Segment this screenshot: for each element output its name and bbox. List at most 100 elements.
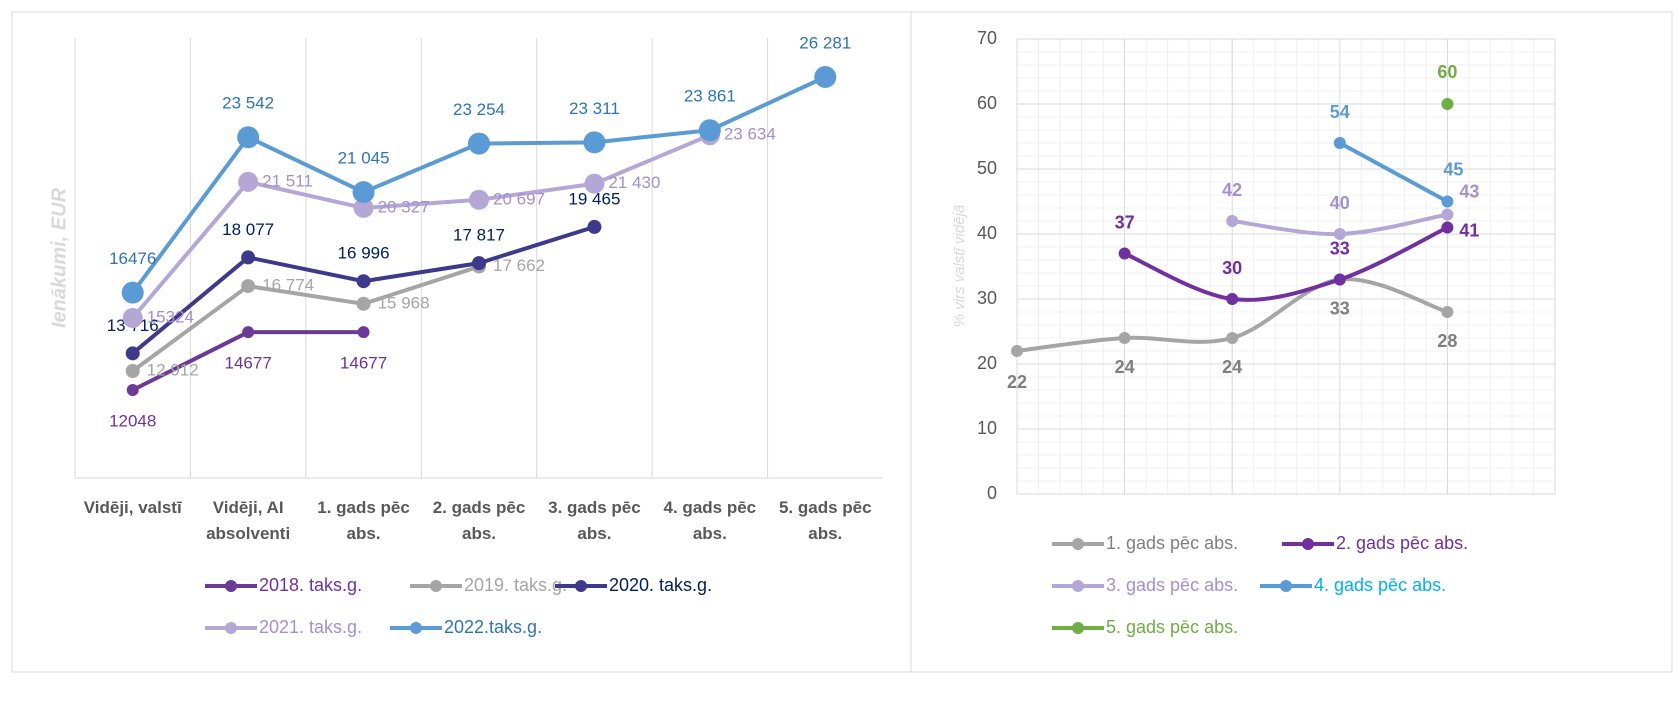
marker <box>125 363 140 378</box>
y-tick-label: 70 <box>977 28 997 48</box>
series-line <box>131 133 711 320</box>
data-label: 14677 <box>340 354 387 373</box>
y-tick-label: 0 <box>987 483 997 503</box>
data-label: 24 <box>1115 357 1135 377</box>
marker <box>125 346 140 361</box>
legend-label: 2021. taks.g. <box>259 617 362 637</box>
data-label: 16476 <box>109 249 156 268</box>
data-label: 21 430 <box>608 173 660 192</box>
data-label: 40 <box>1330 193 1350 213</box>
marker <box>1333 228 1346 240</box>
legend-label: 3. gads pēc abs. <box>1106 575 1238 595</box>
frame <box>11 11 1673 673</box>
legend-marker <box>410 622 422 634</box>
series-line <box>1123 225 1449 302</box>
data-label: 17 817 <box>453 226 505 245</box>
data-label: 16 774 <box>262 276 314 295</box>
marker <box>1441 306 1454 318</box>
legend-marker <box>1302 538 1314 550</box>
x-tick-label: 3. gads pēc abs. <box>548 498 641 543</box>
legend-marker <box>1072 538 1084 550</box>
data-label: 26 281 <box>799 33 851 52</box>
data-label: 23 311 <box>569 99 620 118</box>
marker <box>121 281 144 304</box>
legend-label: 2022.taks.g. <box>444 617 542 637</box>
marker <box>126 384 139 396</box>
legend-label: 4. gads pēc abs. <box>1314 575 1446 595</box>
marker <box>238 171 259 192</box>
marker <box>584 173 605 194</box>
marker <box>1011 345 1023 357</box>
marker <box>352 181 375 204</box>
data-label: 33 <box>1330 298 1350 318</box>
marker <box>1118 247 1131 260</box>
y-tick-label: 30 <box>977 288 997 308</box>
data-label: 20 327 <box>378 197 430 216</box>
marker <box>242 326 255 339</box>
legend-marker <box>575 580 587 592</box>
marker <box>1226 293 1239 305</box>
data-label: 23 542 <box>222 94 274 113</box>
y-tick-label: 20 <box>977 353 997 373</box>
legend-label: 2020. taks.g. <box>609 575 712 595</box>
x-tick-label: 5. gads pēc abs. <box>778 498 872 543</box>
x-tick-label: Vidēji, valstī <box>83 498 182 517</box>
marker <box>587 219 602 234</box>
legend-label: 1. gads pēc abs. <box>1106 533 1238 553</box>
legend-marker <box>1072 580 1084 592</box>
marker <box>241 250 256 265</box>
data-label: 15 968 <box>378 293 430 312</box>
marker <box>1118 332 1131 344</box>
data-label: 41 <box>1459 220 1479 240</box>
data-label: 30 <box>1222 258 1242 278</box>
data-label: 37 <box>1115 212 1135 232</box>
marker <box>122 307 143 328</box>
legend-label: 5. gads pēc abs. <box>1106 617 1238 637</box>
marker <box>353 197 374 218</box>
marker <box>468 132 490 155</box>
data-label: 21 511 <box>262 171 313 190</box>
data-label: 18 077 <box>222 220 274 239</box>
x-tick-label: 2. gads pēc abs. <box>432 498 526 543</box>
data-label: 42 <box>1222 180 1242 200</box>
y-tick-label: 10 <box>977 418 997 438</box>
marker <box>583 131 606 154</box>
marker <box>241 279 256 294</box>
y-tick-label: 50 <box>977 158 997 178</box>
marker <box>237 126 260 149</box>
marker <box>1441 98 1454 110</box>
marker <box>1441 221 1454 234</box>
marker <box>1333 137 1346 149</box>
marker <box>357 326 370 339</box>
data-label: 54 <box>1330 102 1350 122</box>
x-tick-label: 4. gads pēc abs. <box>663 498 757 543</box>
y-axis-label: % virs valstī vidējā <box>951 205 968 328</box>
data-label: 22 <box>1007 372 1027 392</box>
data-label: 33 <box>1330 238 1350 258</box>
legend-marker <box>1072 622 1084 634</box>
marker <box>356 274 371 289</box>
marker <box>1226 215 1239 227</box>
data-label: 12 912 <box>147 360 199 379</box>
data-label: 60 <box>1437 62 1457 82</box>
series-line <box>131 264 480 373</box>
data-label: 20 697 <box>493 189 545 208</box>
data-label: 21 045 <box>338 149 390 168</box>
marker <box>469 189 489 210</box>
x-tick-label: 1. gads pēc abs. <box>317 498 410 543</box>
data-label: 15324 <box>147 307 194 326</box>
y-tick-label: 40 <box>977 223 997 243</box>
data-label: 19 465 <box>568 189 620 208</box>
data-label: 14677 <box>225 354 272 373</box>
marker <box>1441 208 1454 221</box>
marker <box>698 119 721 142</box>
marker <box>356 296 371 311</box>
marker <box>1333 273 1346 286</box>
data-label: 28 <box>1437 331 1457 351</box>
legend-marker <box>225 580 237 592</box>
data-label: 23 861 <box>684 87 736 106</box>
data-label: 45 <box>1443 159 1463 179</box>
legend-marker <box>430 580 442 592</box>
